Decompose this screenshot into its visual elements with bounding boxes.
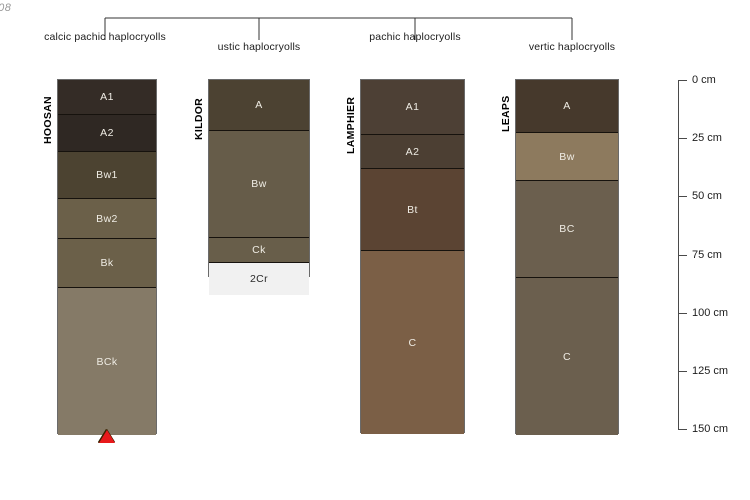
taxonomy-label-0: calcic pachic haplocryolls — [44, 31, 166, 43]
depth-tick-label: 150 cm — [692, 423, 729, 435]
horizon-label: C — [408, 336, 417, 349]
depth-tick-mark — [678, 371, 687, 372]
profile-name-label: LAMPHIER — [345, 96, 357, 154]
soil-horizon[interactable]: A1 — [58, 80, 156, 115]
horizon-label: C — [563, 350, 571, 363]
depth-tick-mark — [678, 196, 687, 197]
depth-tick-mark — [678, 255, 687, 256]
horizon-label: A2 — [405, 145, 420, 158]
depth-tick-label: 125 cm — [692, 365, 729, 377]
depth-tick-mark — [678, 80, 687, 81]
soil-horizon[interactable]: 2Cr — [209, 263, 309, 295]
figure-corner-id: -08 — [0, 2, 12, 14]
depth-tick-label: 25 cm — [692, 132, 722, 144]
horizon-label: 2Cr — [249, 273, 269, 285]
horizon-label: A1 — [100, 91, 114, 103]
soil-horizon[interactable]: Bw2 — [58, 199, 156, 239]
soil-column[interactable]: A1 A2 Bt C — [360, 79, 465, 434]
horizon-label: Ck — [252, 244, 266, 256]
soil-column[interactable]: A1 A2 Bw1 Bw2 Bk BCk — [57, 79, 157, 435]
depth-tick-mark — [678, 429, 687, 430]
soil-horizon[interactable]: C — [516, 278, 618, 435]
soil-horizon[interactable]: A — [209, 80, 309, 131]
soil-horizon[interactable]: Bk — [58, 239, 156, 288]
soil-horizon[interactable]: Bt — [361, 169, 464, 251]
horizon-label: Bw — [559, 150, 575, 163]
red-triangle-marker-icon — [99, 430, 115, 443]
soil-horizon[interactable]: Bw — [209, 131, 309, 238]
horizon-label: A — [563, 100, 571, 112]
horizon-label: Bw — [251, 178, 267, 190]
soil-horizon[interactable]: BCk — [58, 288, 156, 435]
horizon-label: BCk — [96, 355, 118, 368]
depth-tick-label: 100 cm — [692, 307, 729, 319]
soil-horizon[interactable]: BC — [516, 181, 618, 278]
soil-horizon[interactable]: A2 — [361, 135, 464, 169]
soil-horizon[interactable]: A1 — [361, 80, 464, 135]
taxonomy-label-3: vertic haplocryolls — [528, 41, 616, 53]
depth-tick-mark — [678, 313, 687, 314]
depth-tick-label: 75 cm — [692, 249, 722, 261]
depth-axis-line — [678, 80, 679, 429]
horizon-label: A2 — [100, 127, 114, 139]
profile-name-label: HOOSAN — [42, 96, 54, 144]
horizon-label: Bw2 — [96, 212, 118, 225]
horizon-label: A1 — [405, 101, 420, 113]
soil-horizon[interactable]: Bw1 — [58, 152, 156, 199]
horizon-label: Bk — [100, 257, 114, 269]
profile-name-label: KILDOR — [193, 97, 205, 140]
taxonomy-label-2: pachic haplocryolls — [369, 31, 461, 43]
horizon-label: Bw1 — [96, 169, 118, 181]
depth-tick-label: 50 cm — [692, 190, 722, 202]
soil-horizon[interactable]: A — [516, 80, 618, 133]
profile-name-label: LEAPS — [500, 95, 512, 132]
depth-scale: 0 cm 25 cm 50 cm 75 cm 100 cm 125 cm 150 cm — [678, 74, 748, 435]
soil-horizon[interactable]: C — [361, 251, 464, 434]
taxonomy-label-1: ustic haplocryolls — [217, 41, 301, 53]
horizon-label: BC — [559, 223, 575, 235]
depth-tick-label: 0 cm — [692, 74, 716, 86]
soil-horizon[interactable]: Ck — [209, 238, 309, 263]
soil-column[interactable]: A Bw BC C — [515, 79, 619, 435]
soil-horizon[interactable]: Bw — [516, 133, 618, 181]
horizon-label: A — [255, 99, 263, 111]
depth-tick-mark — [678, 138, 687, 139]
horizon-label: Bt — [407, 203, 418, 216]
soil-horizon[interactable]: A2 — [58, 115, 156, 152]
soil-column[interactable]: A Bw Ck 2Cr — [208, 79, 310, 295]
